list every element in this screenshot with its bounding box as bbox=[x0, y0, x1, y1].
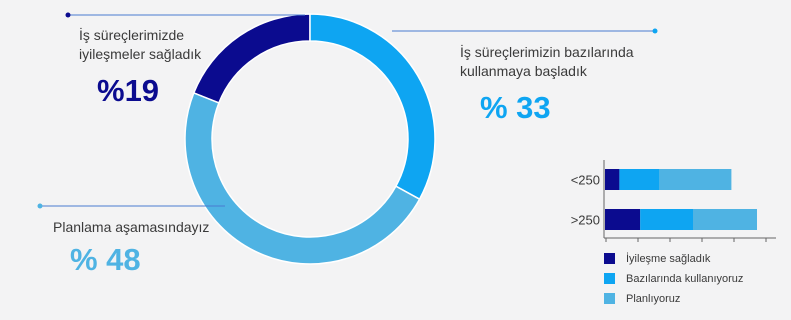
label-19-line1: İş süreçlerimizde bbox=[79, 26, 184, 43]
callout-33: İş süreçlerimizin bazılarında kullanmaya… bbox=[392, 28, 658, 125]
legend-swatch bbox=[604, 293, 615, 304]
donut-slice-19 bbox=[192, 13, 311, 104]
donut-chart bbox=[184, 13, 436, 265]
label-33-line2: kullanmaya başladık bbox=[460, 63, 588, 79]
bar-category-label: <250 bbox=[571, 173, 600, 188]
bar-segment-3-row-1 bbox=[659, 169, 732, 190]
bar-segment-2-row-1 bbox=[619, 169, 660, 190]
bar-segment-3-row-2 bbox=[693, 209, 757, 230]
value-33: % 33 bbox=[480, 90, 551, 125]
legend-swatch bbox=[604, 273, 615, 284]
callout-19: İş süreçlerimizde iyileşmeler sağladık %… bbox=[65, 12, 305, 108]
label-33-line1: İş süreçlerimizin bazılarında bbox=[460, 43, 634, 60]
value-48: % 48 bbox=[70, 242, 141, 277]
label-19-line2: iyileşmeler sağladık bbox=[79, 46, 202, 62]
donut-slice-48 bbox=[184, 92, 421, 265]
donut-slice-33 bbox=[309, 13, 436, 201]
legend-label: Planlıyoruz bbox=[626, 293, 680, 305]
callout-48: Planlama aşamasındayız % 48 bbox=[37, 203, 225, 277]
legend-label: İyileşme sağladık bbox=[626, 252, 711, 265]
bar-legend: İyileşme sağladık Bazılarında kullanıyoru… bbox=[604, 252, 743, 305]
legend-label: Bazılarında kullanıyoruz bbox=[626, 273, 743, 285]
label-48-line1: Planlama aşamasındayız bbox=[53, 219, 209, 235]
leader-dot-19 bbox=[65, 12, 71, 18]
legend-swatch bbox=[604, 253, 615, 264]
value-19: %19 bbox=[97, 73, 159, 108]
leader-dot-33 bbox=[652, 28, 658, 34]
leader-dot-48 bbox=[37, 203, 43, 209]
donut-callouts: İş süreçlerimizde iyileşmeler sağladık %… bbox=[37, 12, 658, 277]
stacked-bar-chart: <250 >250 bbox=[571, 160, 776, 242]
bar-category-label: >250 bbox=[571, 213, 600, 228]
bar-segment-1-row-1 bbox=[605, 169, 620, 190]
bar-segment-2-row-2 bbox=[640, 209, 693, 230]
bar-segment-1-row-2 bbox=[605, 209, 641, 230]
